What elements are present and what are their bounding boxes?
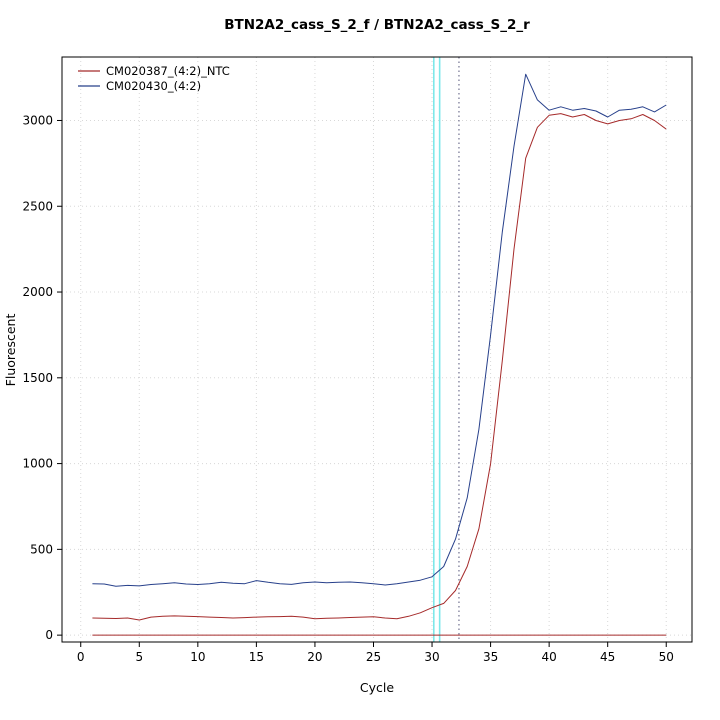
y-tick-label: 3000 <box>22 113 53 127</box>
plot-render-root: 0 5 10 15 20 25 30 35 40 45 5005001000150020002500… <box>22 56 693 664</box>
y-axis-label: Fluorescent <box>3 314 18 387</box>
y-tick-label: 1000 <box>22 457 53 471</box>
x-axis-label: Cycle <box>360 680 394 695</box>
y-tick-label: 0 <box>45 628 53 642</box>
y-tick-label: 2000 <box>22 285 53 299</box>
x-tick-label: 15 <box>249 650 264 664</box>
x-tick-label: 25 <box>366 650 381 664</box>
x-tick-label: 5 <box>135 650 143 664</box>
chart-title: BTN2A2_cass_S_2_f / BTN2A2_cass_S_2_r <box>224 17 530 33</box>
plot-frame <box>61 56 693 643</box>
y-tick-label: 2500 <box>22 199 53 213</box>
x-tick-label: 10 <box>190 650 205 664</box>
legend-label-sample: CM020430_(4:2) <box>106 79 201 93</box>
x-tick-label: 50 <box>659 650 674 664</box>
series-line-CM020430_(4:2)_curve <box>92 73 667 587</box>
x-tick-label: 40 <box>541 650 556 664</box>
x-tick-label: 45 <box>600 650 615 664</box>
x-tick-label: 35 <box>483 650 498 664</box>
x-tick-label: 0 <box>77 650 85 664</box>
x-tick-label: 20 <box>307 650 322 664</box>
legend: CM020387_(4:2)_NTC CM020430_(4:2) <box>78 64 230 93</box>
legend-label-ntc: CM020387_(4:2)_NTC <box>106 64 230 78</box>
series-line-CM020387_(4:2)_curve <box>92 113 667 621</box>
y-tick-label: 1500 <box>22 371 53 385</box>
x-tick-label: 30 <box>424 650 439 664</box>
y-tick-label: 500 <box>30 542 53 556</box>
